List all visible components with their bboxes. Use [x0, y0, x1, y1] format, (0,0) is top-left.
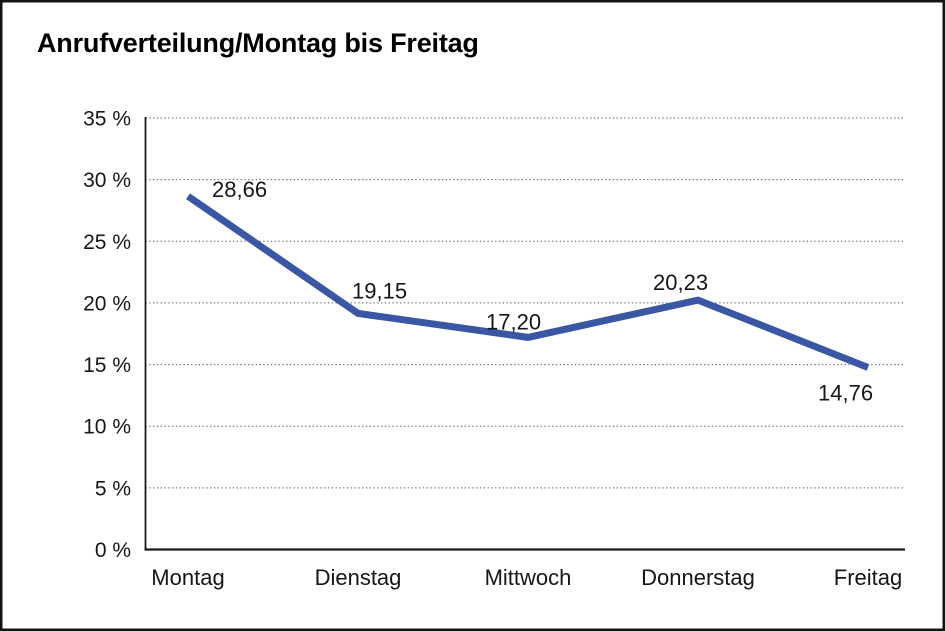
x-tick-label: Montag	[151, 565, 224, 590]
y-tick-label: 30 %	[83, 169, 131, 192]
y-tick-label: 5 %	[95, 477, 131, 500]
x-tick-label: Mittwoch	[485, 565, 572, 590]
x-tick-label: Dienstag	[315, 565, 402, 590]
chart-title: Anrufverteilung/Montag bis Freitag	[37, 28, 479, 58]
series-line	[186, 193, 870, 371]
data-label: 17,20	[486, 309, 541, 334]
y-tick-label: 10 %	[83, 416, 131, 439]
y-tick-label: 15 %	[83, 354, 131, 377]
data-label: 28,66	[212, 177, 267, 202]
data-label: 19,15	[352, 278, 407, 303]
y-tick-label: 35 %	[83, 108, 131, 131]
x-tick-label: Freitag	[834, 565, 902, 590]
y-tick-label: 20 %	[83, 292, 131, 315]
data-label: 20,23	[653, 270, 708, 295]
x-tick-label: Donnerstag	[641, 565, 755, 590]
data-label: 14,76	[818, 381, 873, 406]
y-tick-label: 25 %	[83, 231, 131, 254]
y-tick-label: 0 %	[95, 539, 131, 562]
